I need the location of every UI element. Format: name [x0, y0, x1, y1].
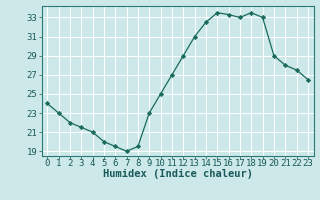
- X-axis label: Humidex (Indice chaleur): Humidex (Indice chaleur): [103, 169, 252, 179]
